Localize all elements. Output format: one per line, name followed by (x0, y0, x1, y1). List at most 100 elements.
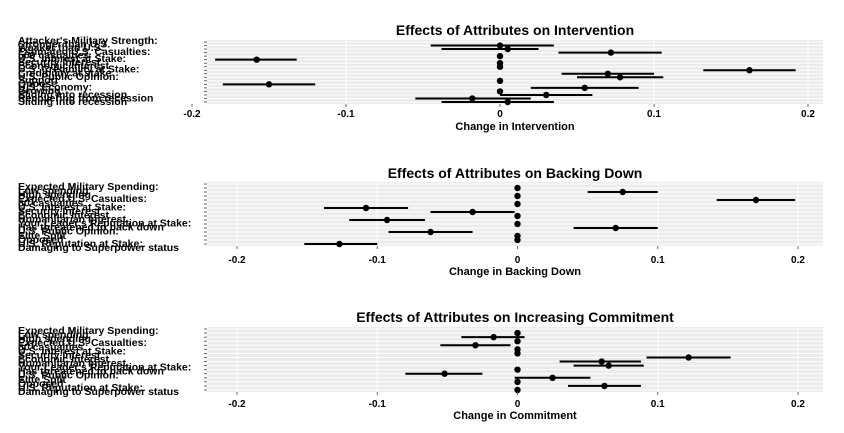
estimate-point (514, 200, 521, 208)
x-tick-label: -0.1 (337, 109, 355, 120)
row-label: Low spending (18, 329, 89, 341)
estimate-point (514, 329, 521, 337)
row-label: Expected U.S. Casualties: (18, 337, 147, 349)
chart-title: Effects of Attributes on Intervention (396, 22, 634, 38)
row-label: Opposed (18, 234, 64, 246)
estimate-point (336, 240, 343, 248)
estimate-point (514, 236, 521, 244)
row-label: 500 casualties (18, 49, 89, 61)
row-label: U.S. Interest at Stake: (18, 345, 126, 357)
row-label: Economic Interest (18, 209, 110, 221)
estimate-point (514, 192, 521, 200)
row-label: Expected Military Spending: (18, 181, 159, 193)
row-label: Economic Interest (18, 60, 110, 72)
row-label: U.S. Interest at Stake: (18, 53, 126, 65)
x-tick-label: 0.2 (791, 399, 805, 410)
x-tick-label: 0.1 (651, 399, 665, 410)
x-tick-label: 0.2 (791, 255, 805, 266)
estimate-point (752, 196, 760, 204)
estimate-point (469, 208, 476, 216)
row-label: 50 casualties (18, 341, 84, 353)
estimate-point (601, 382, 608, 390)
estimate-point (616, 74, 624, 81)
row-label: Expected Military Spending: (18, 325, 159, 337)
chart-panel-2: Expected Military Spending:Low spendingH… (18, 165, 823, 278)
row-label: Support (18, 74, 59, 86)
estimate-point (496, 88, 504, 95)
estimate-point (598, 358, 605, 365)
estimate-point (253, 56, 260, 63)
row-label: Security Interest (18, 349, 101, 361)
estimate-point (619, 188, 626, 196)
x-axis-label: Change in Backing Down (449, 266, 581, 278)
row-label: Attacker's Military Strength: (18, 35, 158, 47)
row-label: Estimated U.S. Casualties: (18, 46, 150, 58)
row-label: U.S. Reputation at Stake: (18, 238, 143, 250)
estimate-point (496, 77, 504, 85)
estimate-point (514, 212, 521, 220)
estimate-point (514, 350, 521, 357)
estimate-point (514, 378, 521, 386)
estimate-point (514, 386, 521, 394)
estimate-point (504, 98, 511, 106)
estimate-point (612, 224, 619, 232)
estimate-point (514, 338, 521, 345)
chart-title: Effects of Attributes on Increasing Comm… (356, 309, 674, 325)
estimate-point (490, 333, 497, 341)
row-label: Opposed (18, 378, 64, 390)
x-axis-label: Change in Intervention (455, 121, 574, 133)
estimate-point (496, 63, 504, 70)
row-label: Has threatened to back down (18, 366, 164, 378)
row-label: Elite Split (18, 374, 66, 386)
estimate-point (605, 362, 612, 369)
estimate-point (604, 70, 611, 77)
row-label: Credibility at stake (18, 67, 112, 79)
chart-panel-1: Attacker's Military Strength:Stronger th… (18, 22, 823, 133)
estimate-point (504, 45, 511, 53)
row-label: Expected U.S. Casualties: (18, 193, 147, 205)
estimate-point (607, 49, 615, 56)
row-label: U.S. Interest at Stake: (18, 201, 126, 213)
estimate-point (514, 366, 521, 373)
row-label: U.S. Public Opinion: (18, 226, 119, 238)
estimate-point (362, 204, 370, 212)
estimate-point (265, 81, 273, 88)
row-label: Sliding into recession (18, 96, 127, 108)
estimate-point (549, 374, 556, 381)
x-axis-label: Change in Commitment (453, 410, 577, 422)
row-label: Damaging to Superpower status (18, 386, 179, 398)
row-label: Stronger than U.S. (18, 39, 110, 51)
row-label: Security Interest (18, 57, 101, 69)
row-label: Recovering from recession (18, 92, 153, 104)
x-tick-label: 0.1 (651, 255, 665, 266)
chart-panel-3: Expected Military Spending:Low spendingH… (18, 309, 823, 422)
row-label: Your Leader's Reputation at Stake: (18, 362, 191, 374)
estimate-point (469, 95, 476, 102)
estimate-point (383, 216, 391, 224)
estimate-point (514, 220, 521, 228)
estimate-point (746, 67, 753, 74)
x-tick-label: 0 (497, 109, 503, 120)
x-tick-label: 0 (515, 255, 521, 266)
row-label: Sliding into recession (18, 89, 127, 101)
row-label: Growing (18, 85, 61, 97)
estimate-point (685, 354, 692, 361)
row-label: Your Leader's Reputation at Stake: (18, 218, 191, 230)
row-label: High spending (18, 189, 91, 201)
row-label: Low spending (18, 185, 89, 197)
row-label: U.S. Credibility at Stake: (18, 64, 139, 76)
row-label: Elite Split (18, 230, 66, 242)
plot-background (207, 40, 823, 104)
row-label: U.S. Public Opinion: (18, 370, 119, 382)
x-tick-label: -0.1 (369, 399, 387, 410)
row-label: 50 casualties (18, 197, 84, 209)
x-tick-label: -0.2 (183, 109, 201, 120)
estimate-point (543, 91, 550, 99)
row-label: Has threatened to back down (18, 222, 164, 234)
row-label: High spending (18, 333, 91, 345)
row-label: Economic Interest (18, 353, 110, 365)
row-label: Security Interest (18, 205, 101, 217)
chart-title: Effects of Attributes on Backing Down (388, 165, 643, 181)
x-tick-label: 0.1 (647, 109, 661, 120)
